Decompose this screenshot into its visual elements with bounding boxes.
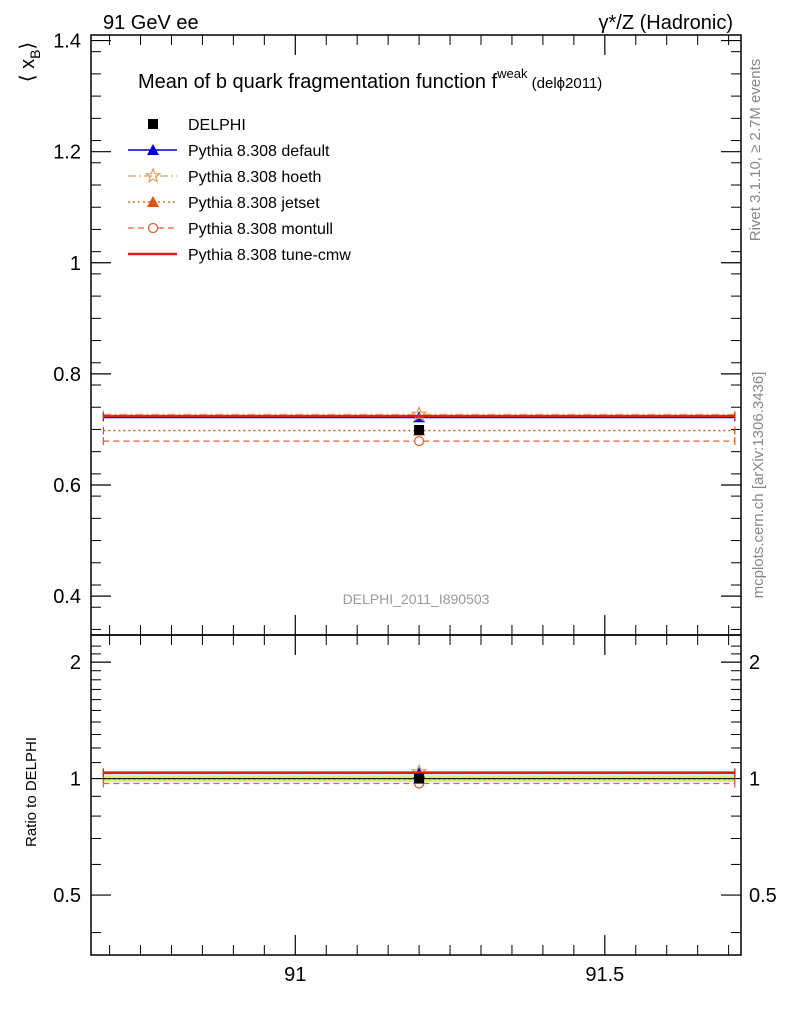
series-marker-4 [413, 435, 425, 447]
legend-label: Pythia 8.308 tune-cmw [188, 247, 351, 264]
legend-label: Pythia 8.308 default [188, 143, 330, 160]
y-tick-label: 1.4 [53, 31, 81, 53]
title-suffix: (delϕ2011) [527, 75, 602, 92]
legend-label: Pythia 8.308 hoeth [188, 169, 321, 186]
y-label-base: ⟨ x [17, 59, 39, 82]
legend-label: Pythia 8.308 montull [188, 221, 333, 238]
y-tick-label: 0.4 [53, 586, 81, 608]
y-tick-label: 1.2 [53, 142, 81, 164]
y-tick-label: 2 [70, 652, 81, 674]
x-tick-label: 91.5 [585, 964, 624, 986]
ratio-axis-ticks: 0.5 0.5 1 1 2 2 91 91.5 [53, 635, 777, 986]
header-left: 91 GeV ee [103, 12, 199, 34]
svg-text:⟨ xB⟩: ⟨ xB⟩ [17, 42, 43, 83]
legend-label: Pythia 8.308 jetset [188, 195, 320, 212]
header-right: γ*/Z (Hadronic) [599, 12, 733, 34]
y-axis-label-ratio: Ratio to DELPHI [23, 737, 40, 847]
legend-item: Pythia 8.308 hoeth [128, 167, 321, 186]
x-tick-label: 91 [284, 964, 306, 986]
y-tick-label: 0.8 [53, 364, 81, 386]
y-tick-label: 1 [70, 253, 81, 275]
y-label-close: ⟩ [17, 42, 39, 50]
y-tick-label-right: 0.5 [749, 885, 777, 907]
main-series-group [102, 405, 736, 447]
legend-item: Pythia 8.308 default [128, 143, 330, 160]
legend-item: DELPHI [148, 117, 246, 134]
legend-marker [147, 144, 159, 155]
y-label-sub: B [27, 50, 43, 59]
legend-marker [144, 167, 162, 184]
series-marker-2 [410, 405, 428, 422]
legend-marker [148, 119, 158, 129]
rivet-text: Rivet 3.1.10, ≥ 2.7M events [747, 59, 764, 242]
data-point-delphi [414, 773, 425, 784]
legend-item: Pythia 8.308 montull [128, 221, 333, 238]
y-tick-label-right: 2 [749, 652, 760, 674]
legend: DELPHI Pythia 8.308 default Pythia 8.308 h… [128, 117, 351, 264]
legend-marker [147, 196, 159, 207]
y-axis-label-main: ⟨ xB⟩ [17, 42, 43, 83]
legend-item: Pythia 8.308 tune-cmw [128, 247, 351, 264]
y-tick-label: 1 [70, 769, 81, 791]
title-main: Mean of b quark fragmentation function f [138, 71, 498, 93]
mcplots-text: mcplots.cern.ch [arXiv:1306.3436] [750, 372, 767, 599]
y-tick-label-right: 1 [749, 769, 760, 791]
data-point-delphi [414, 425, 425, 435]
legend-label: DELPHI [188, 117, 246, 134]
y-tick-label: 0.6 [53, 475, 81, 497]
ratio-panel-frame [90, 634, 742, 956]
plot-title: Mean of b quark fragmentation function f… [138, 66, 602, 93]
main-axis-ticks: 0.4 0.6 0.8 1 1.2 1.4 [53, 31, 741, 635]
y-tick-label: 0.5 [53, 885, 81, 907]
title-sup: weak [496, 66, 528, 81]
legend-marker [147, 222, 159, 234]
ratio-series-group [102, 763, 736, 789]
analysis-id: DELPHI_2011_I890503 [343, 591, 490, 607]
legend-item: Pythia 8.308 jetset [128, 195, 320, 212]
